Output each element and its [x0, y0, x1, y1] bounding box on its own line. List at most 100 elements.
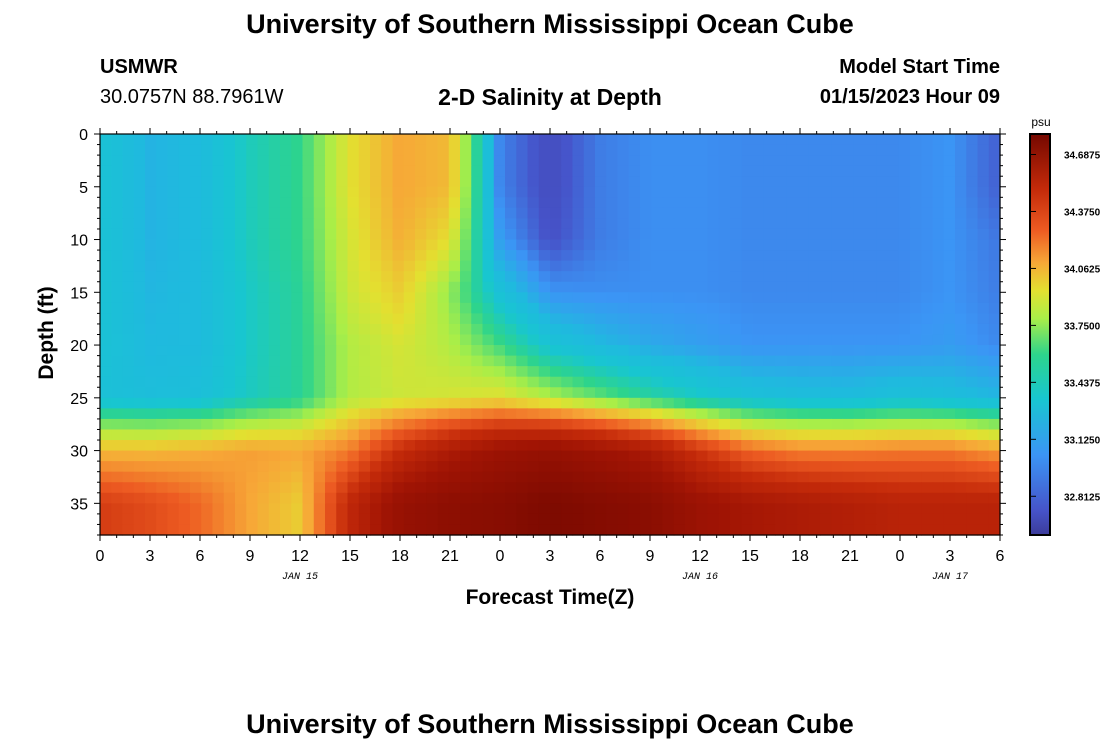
heatmap-cell — [460, 281, 472, 293]
heatmap-cell — [673, 176, 686, 188]
heatmap-cell — [617, 323, 630, 336]
heatmap-cell — [876, 524, 889, 536]
heatmap-cell — [651, 302, 664, 314]
heatmap-cell — [190, 155, 202, 167]
heatmap-cell — [808, 302, 821, 314]
heatmap-cell — [797, 313, 810, 325]
heatmap-cell — [313, 482, 326, 494]
heatmap-cell — [685, 228, 697, 241]
heatmap-cell — [133, 492, 146, 504]
heatmap-cell — [718, 144, 731, 156]
heatmap-cell — [865, 366, 877, 378]
heatmap-cell — [572, 323, 585, 336]
heatmap-cell — [921, 218, 934, 230]
heatmap-cell — [977, 440, 990, 452]
heatmap-cell — [628, 144, 641, 156]
heatmap-cell — [471, 355, 484, 367]
heatmap-cell — [370, 323, 382, 336]
heatmap-cell — [628, 408, 641, 420]
heatmap-cell — [246, 513, 259, 526]
heatmap-cell — [921, 197, 934, 209]
heatmap-cell — [325, 218, 337, 230]
heatmap-cell — [898, 418, 911, 431]
heatmap-cell — [932, 450, 945, 462]
heatmap-cell — [212, 418, 225, 431]
heatmap-cell — [100, 366, 112, 378]
heatmap-cell — [403, 250, 416, 262]
heatmap-cell — [505, 197, 517, 209]
heatmap-cell — [280, 418, 292, 431]
heatmap-cell — [538, 408, 551, 420]
heatmap-cell — [583, 503, 596, 515]
heatmap-cell — [190, 144, 202, 156]
heatmap-cell — [235, 387, 247, 399]
heatmap-cell — [617, 524, 630, 536]
heatmap-cell — [808, 155, 821, 167]
heatmap-cell — [943, 271, 956, 283]
heatmap-cell — [797, 323, 810, 336]
heatmap-cell — [988, 186, 1001, 198]
heatmap-cell — [887, 207, 900, 220]
heatmap-cell — [133, 239, 146, 251]
heatmap-cell — [280, 250, 292, 262]
heatmap-cell — [426, 176, 439, 188]
heatmap-cell — [448, 134, 461, 146]
heatmap-cell — [336, 450, 349, 462]
colorbar-tick-label: 33.4375 — [1064, 378, 1100, 389]
heatmap-cell — [651, 513, 664, 526]
heatmap-cell — [460, 387, 472, 399]
heatmap-cell — [302, 429, 315, 441]
heatmap-cell — [302, 334, 315, 346]
heatmap-cell — [696, 524, 709, 536]
heatmap-cell — [831, 503, 844, 515]
heatmap-cell — [505, 271, 517, 283]
heatmap-cell — [696, 228, 709, 241]
heatmap-cell — [313, 260, 326, 272]
heatmap-cell — [302, 345, 315, 357]
heatmap-cell — [381, 492, 394, 504]
heatmap-cell — [291, 207, 304, 220]
heatmap-cell — [617, 355, 630, 367]
heatmap-cell — [111, 218, 124, 230]
heatmap-cell — [685, 271, 697, 283]
heatmap-cell — [640, 524, 652, 536]
heatmap-cell — [358, 471, 371, 483]
heatmap-cell — [246, 302, 259, 314]
heatmap-cell — [538, 176, 551, 188]
heatmap-cell — [313, 155, 326, 167]
heatmap-cell — [741, 302, 754, 314]
heatmap-cell — [313, 492, 326, 504]
heatmap-cell — [381, 334, 394, 346]
heatmap-cell — [100, 186, 112, 198]
heatmap-cell — [583, 397, 596, 409]
heatmap-cell — [842, 228, 855, 241]
heatmap-cell — [583, 197, 596, 209]
heatmap-cell — [370, 376, 382, 388]
heatmap-cell — [842, 524, 855, 536]
heatmap-cell — [325, 387, 337, 399]
heatmap-cell — [898, 503, 911, 515]
heatmap-cell — [718, 366, 731, 378]
heatmap-cell — [876, 228, 889, 241]
heatmap-cell — [145, 482, 157, 494]
heatmap-cell — [460, 323, 472, 336]
heatmap-cell — [752, 355, 765, 367]
heatmap-cell — [820, 492, 832, 504]
heatmap-cell — [246, 334, 259, 346]
heatmap-cell — [448, 471, 461, 483]
heatmap-cell — [493, 492, 506, 504]
heatmap-cell — [223, 313, 236, 325]
heatmap-cell — [673, 134, 686, 146]
heatmap-cell — [763, 513, 776, 526]
heatmap-cell — [336, 461, 349, 473]
heatmap-cell — [460, 524, 472, 536]
heatmap-cell — [876, 197, 889, 209]
heatmap-cell — [718, 239, 731, 251]
heatmap-cell — [696, 513, 709, 526]
heatmap-cell — [910, 418, 922, 431]
heatmap-cell — [201, 387, 214, 399]
heatmap-cell — [853, 503, 866, 515]
heatmap-cell — [685, 503, 697, 515]
heatmap-cell — [910, 397, 922, 409]
heatmap-cell — [628, 482, 641, 494]
